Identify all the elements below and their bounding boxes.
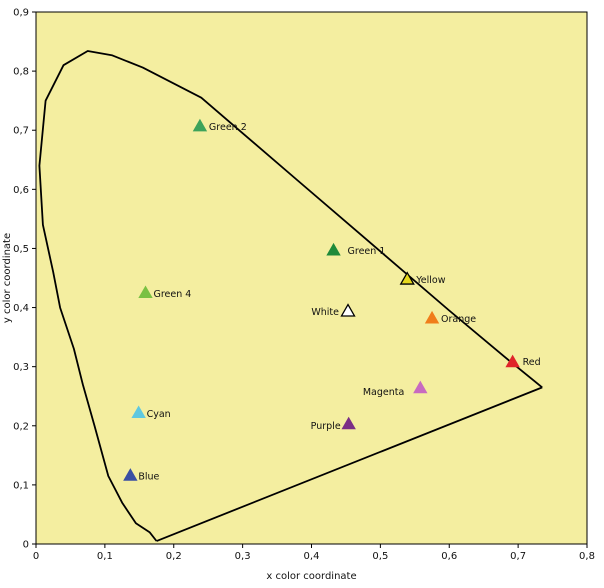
point-orange [424,310,440,324]
y-axis-title: y color coordinate [2,233,13,323]
x-tick-label: 0,7 [510,551,526,562]
point-label-magenta: Magenta [363,387,404,398]
y-tick-label: 0 [23,540,29,551]
y-tick-label: 0,1 [13,480,29,491]
x-tick-label: 0,5 [372,551,388,562]
x-tick-label: 0,1 [97,551,113,562]
spectral-locus [38,50,543,542]
point-label-purple: Purple [311,421,341,432]
line-of-purples [156,386,543,542]
point-red [505,354,520,368]
point-white [340,303,356,317]
x-tick-label: 0,3 [235,551,251,562]
point-label-green-4: Green 4 [154,289,192,300]
point-label-orange: Orange [441,314,476,325]
x-axis-title: x color coordinate [266,571,356,582]
point-purple [341,416,356,430]
x-tick-label: 0,4 [304,551,320,562]
point-label-yellow: Yellow [415,275,445,286]
point-green-4 [138,285,153,299]
point-label-cyan: Cyan [147,409,171,420]
x-tick-label: 0,6 [441,551,457,562]
y-tick-label: 0,4 [13,303,29,314]
point-label-green-2: Green 2 [209,122,247,133]
point-label-green-1: Green 1 [348,246,386,257]
x-tick-label: 0 [33,551,39,562]
point-label-blue: Blue [138,471,159,482]
point-magenta [413,380,428,394]
x-tick-label: 0,8 [579,551,595,562]
point-cyan [131,405,146,419]
y-tick-label: 0,2 [13,421,29,432]
point-label-white: White [311,307,339,318]
x-tick-label: 0,2 [166,551,182,562]
y-tick-label: 0,7 [13,126,29,137]
plot-background [35,11,588,545]
y-tick-label: 0,9 [13,8,29,19]
y-tick-label: 0,8 [13,67,29,78]
y-tick-label: 0,6 [13,185,29,196]
y-tick-label: 0,5 [13,244,29,255]
y-tick-label: 0,3 [13,362,29,373]
point-label-red: Red [523,357,541,368]
point-blue [123,468,138,481]
point-yellow [399,271,415,285]
point-green-1 [326,242,341,256]
point-green-2 [192,118,208,132]
